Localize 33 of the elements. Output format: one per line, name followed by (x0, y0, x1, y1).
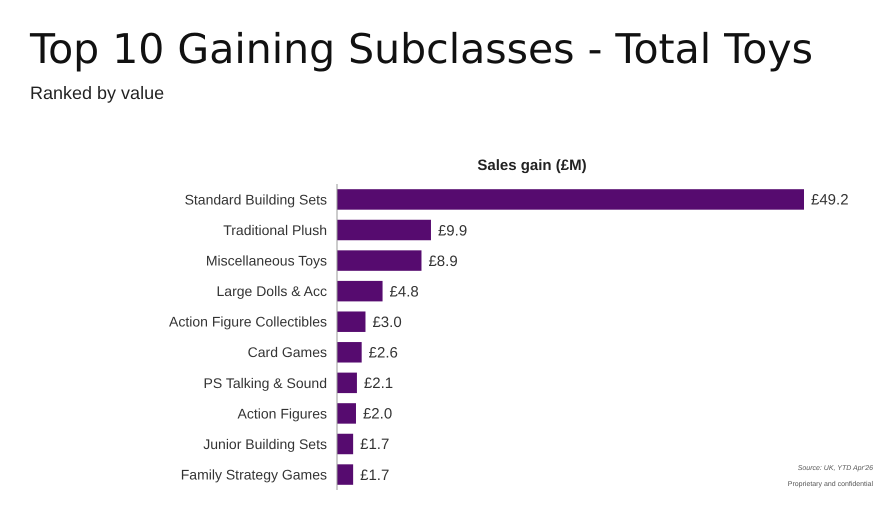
y-tick-label: Traditional Plush (223, 222, 327, 238)
bar (337, 464, 354, 485)
y-tick-label: PS Talking & Sound (204, 374, 327, 391)
y-tick-label: Card Games (248, 344, 327, 360)
bar (337, 434, 354, 454)
y-tick-label: Large Dolls & Acc (216, 283, 327, 300)
data-label: £49.2 (811, 192, 849, 209)
bar (337, 220, 431, 240)
data-label: £1.7 (360, 436, 390, 454)
data-label: £2.1 (364, 375, 394, 392)
text: Ranked by value (30, 83, 164, 103)
data-label: £8.9 (428, 252, 458, 270)
y-tick-label: Standard Building Sets (184, 191, 327, 208)
y-tick-label: Miscellaneous Toys (206, 252, 327, 268)
bar (337, 403, 356, 424)
bar (337, 280, 383, 302)
bar (337, 311, 366, 332)
bar (337, 342, 362, 363)
data-label: £2.0 (362, 406, 392, 423)
data-label: £9.9 (438, 222, 468, 240)
y-tick-label: Junior Building Sets (203, 436, 327, 452)
data-label: £1.7 (360, 466, 390, 484)
data-label: £3.0 (372, 314, 402, 331)
y-tick-label: Action Figures (238, 405, 327, 422)
bar (337, 250, 422, 271)
bar (337, 372, 357, 394)
y-tick-label: Family Strategy Games (180, 466, 327, 482)
data-label: £2.6 (368, 344, 398, 362)
y-tick-label: Action Figure Collectibles (169, 314, 327, 330)
data-label: £4.8 (390, 283, 419, 300)
bar (337, 189, 804, 210)
x-axis-title: Sales gain (£M) (477, 157, 587, 174)
chart-title: Top 10 Gaining Subclasses - Total Toys (29, 25, 813, 73)
